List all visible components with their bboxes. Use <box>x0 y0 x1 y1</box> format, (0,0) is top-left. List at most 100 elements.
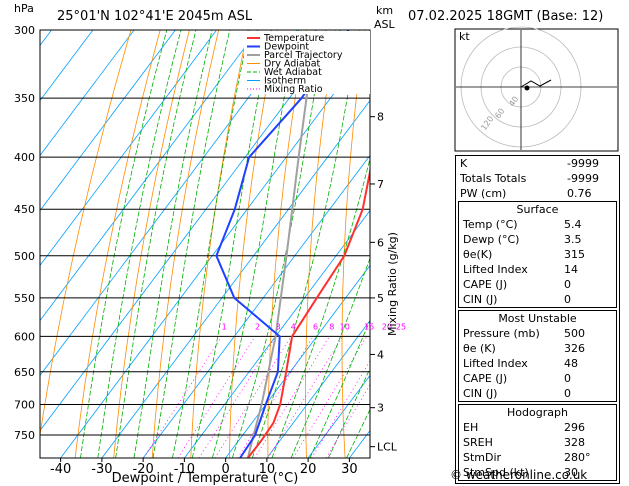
surface-value: 5.4 <box>564 218 582 231</box>
pressure-tick-label: 700 <box>14 399 35 412</box>
surface-label: Temp (°C) <box>463 218 518 231</box>
dry-adiabat-line <box>341 30 366 458</box>
surface-row: Dewp (°C) 3.5 <box>459 232 616 247</box>
legend-entry: Dry Adiabat <box>264 59 321 70</box>
isotherm-line <box>225 264 370 458</box>
surface-title: Surface <box>516 203 559 216</box>
km-tick-label: 6 <box>377 236 384 249</box>
hodograph-value: 296 <box>564 421 585 434</box>
hodograph-value: 280° <box>564 451 591 464</box>
dry-adiabat-line <box>40 30 132 438</box>
hodograph-frame <box>454 28 619 152</box>
dry-adiabat-line <box>190 30 249 458</box>
surface-value: 0 <box>564 278 571 291</box>
wet-adiabat-line <box>251 30 360 458</box>
index-value: -9999 <box>567 157 599 170</box>
x-tick-label: 20 <box>300 462 317 477</box>
x-tick-label: 0 <box>221 462 229 477</box>
mixing-ratio-label: 10 <box>340 323 350 332</box>
mixing-ratio-line <box>198 336 277 458</box>
most-unstable-row: Lifted Index 48 <box>459 356 616 371</box>
index-row: PW (cm) 0.76 <box>456 186 619 201</box>
wet-adiabat-line <box>328 367 370 458</box>
most-unstable-value: 48 <box>564 357 578 370</box>
km-tick-label: 5 <box>377 292 384 305</box>
dry-adiabat-line <box>74 30 161 458</box>
dry-adiabat-line <box>229 30 278 458</box>
hodograph-label: StmSpd (kt) <box>463 466 529 479</box>
diagram-lines <box>40 30 370 458</box>
legend-entry: Parcel Trajectory <box>264 50 343 61</box>
index-value: 0.76 <box>567 187 592 200</box>
pressure-tick-label: 750 <box>14 429 35 442</box>
surface-label: θe(K) <box>463 248 493 261</box>
asl-label: ASL <box>374 18 396 31</box>
hodograph-section: Hodograph EH 296 SREH 328 StmDir 280° StmSpd (… <box>458 404 617 481</box>
surface-row: Temp (°C) 5.4 <box>459 217 616 232</box>
pressure-tick-label: 300 <box>14 24 35 37</box>
dewpoint-line <box>215 30 350 458</box>
watermark: © weatheronline.co.uk <box>450 468 588 482</box>
isotherm-line <box>40 30 300 377</box>
mixing-ratio-line <box>143 336 223 458</box>
parcel-trajectory-line <box>246 30 317 458</box>
hodograph-value: 328 <box>564 436 585 449</box>
mixing-ratio-line <box>292 336 368 458</box>
datetime-label: 07.02.2025 18GMT (Base: 12) <box>408 9 603 24</box>
plot-frame <box>39 29 371 459</box>
mixing-ratio-label: 1 <box>222 323 227 332</box>
hodograph-row: SREH 328 <box>459 435 616 450</box>
index-label: Totals Totals <box>460 172 527 185</box>
legend-entry: Mixing Ratio <box>264 84 323 95</box>
legend-entry: Wet Adiabat <box>264 67 322 78</box>
wet-adiabat-line <box>115 30 197 458</box>
most-unstable-value: 326 <box>564 342 585 355</box>
hodograph-label: EH <box>463 421 479 434</box>
pressure-tick-label: 650 <box>14 366 35 379</box>
index-label: K <box>460 157 468 170</box>
x-tick-label: 30 <box>341 462 358 477</box>
x-tick-label: -30 <box>91 462 112 477</box>
most-unstable-value: 500 <box>564 327 585 340</box>
surface-row: CIN (J) 0 <box>459 292 616 307</box>
wet-adiabat-line <box>232 30 326 458</box>
mixing-ratio-label: 3 <box>276 323 281 332</box>
surface-label: CAPE (J) <box>463 278 508 291</box>
hodograph-trace <box>520 79 552 88</box>
km-tick-label: LCL <box>377 441 398 454</box>
hodograph-value: 30 <box>564 466 578 479</box>
most-unstable-row: CIN (J) 0 <box>459 386 616 401</box>
index-row: K -9999 <box>456 156 619 171</box>
surface-row: Lifted Index 14 <box>459 262 616 277</box>
wet-adiabat-line <box>133 30 213 458</box>
wet-adiabat-line <box>211 30 297 458</box>
hodograph-title: Hodograph <box>507 406 568 419</box>
hodograph-label: SREH <box>463 436 493 449</box>
surface-value: 0 <box>564 293 571 306</box>
wet-adiabat-line <box>172 30 250 458</box>
x-tick-label: -10 <box>174 462 195 477</box>
mixing-ratio-label: 20 <box>382 323 392 332</box>
location-title: 25°01'N 102°41'E 2045m ASL <box>57 9 253 24</box>
km-tick-label: 8 <box>377 111 384 124</box>
surface-value: 315 <box>564 248 585 261</box>
most-unstable-value: 0 <box>564 387 571 400</box>
dry-adiabat-line <box>305 30 337 458</box>
hodograph-row: StmDir 280° <box>459 450 616 465</box>
most-unstable-row: Pressure (mb) 500 <box>459 326 616 341</box>
index-label: PW (cm) <box>460 187 507 200</box>
km-tick-label: 4 <box>377 348 384 361</box>
isotherm-line <box>40 30 217 267</box>
surface-value: 3.5 <box>564 233 582 246</box>
wet-adiabat-line <box>271 156 370 458</box>
dry-adiabat-line <box>113 30 190 458</box>
temperature-line <box>247 166 370 458</box>
most-unstable-title: Most Unstable <box>498 312 577 325</box>
wet-adiabat-line <box>191 30 272 458</box>
mixing-ratio-label: 2 <box>255 323 260 332</box>
wet-adiabat-line <box>290 257 370 458</box>
hodograph-kt-label: kt <box>459 30 470 43</box>
pressure-tick-label: 450 <box>14 203 35 216</box>
pressure-tick-label: 500 <box>14 250 35 263</box>
